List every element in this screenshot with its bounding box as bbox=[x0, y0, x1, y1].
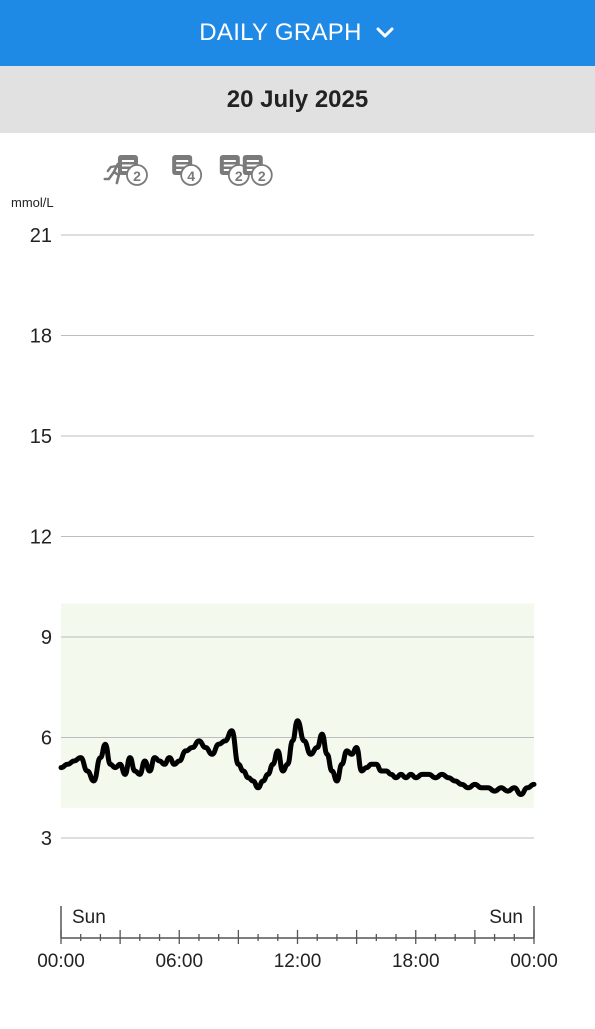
date-bar: 20 July 2025 bbox=[0, 66, 595, 133]
glucose-chart-svg: mmol/L 21 18 15 12 9 6 3 Sun Sun 00:00 06:00 12:00 18… bbox=[11, 155, 558, 972]
day-label-start: Sun bbox=[72, 907, 106, 928]
y-tick-label: 15 bbox=[30, 426, 52, 448]
note-icon[interactable] bbox=[219, 155, 250, 186]
glucose-series-line bbox=[58, 718, 537, 797]
date-label: 20 July 2025 bbox=[226, 85, 369, 113]
note-count-badge: 4 bbox=[187, 168, 195, 184]
x-tick-label: 00:00 bbox=[37, 951, 85, 972]
chevron-down-icon bbox=[374, 22, 396, 44]
y-tick-label: 6 bbox=[41, 728, 52, 750]
x-tick-label: 06:00 bbox=[155, 951, 203, 972]
x-tick-label: 00:00 bbox=[510, 951, 558, 972]
x-tick-label: 18:00 bbox=[392, 951, 440, 972]
target-range-band bbox=[61, 603, 534, 808]
note-count-badge: 2 bbox=[133, 168, 141, 184]
graph-type-dropdown[interactable]: DAILY GRAPH bbox=[0, 0, 595, 66]
note-count-badge: 2 bbox=[235, 168, 243, 184]
graph-type-label: DAILY GRAPH bbox=[199, 19, 362, 46]
daily-graph-chart: mmol/L 21 18 15 12 9 6 3 Sun Sun 00:00 06:00 12:00 18… bbox=[0, 133, 595, 1024]
y-tick-label: 18 bbox=[30, 326, 52, 348]
x-tick-label: 12:00 bbox=[274, 951, 322, 972]
y-tick-label: 12 bbox=[30, 527, 52, 549]
note-count-badge: 2 bbox=[258, 168, 266, 184]
y-tick-label: 21 bbox=[30, 225, 52, 247]
y-tick-label: 3 bbox=[41, 828, 52, 850]
note-icon[interactable] bbox=[172, 155, 203, 186]
note-icon[interactable] bbox=[117, 155, 148, 186]
y-axis-unit-label: mmol/L bbox=[11, 195, 54, 210]
y-tick-label: 9 bbox=[41, 627, 52, 649]
note-icon[interactable] bbox=[242, 155, 273, 186]
day-label-end: Sun bbox=[489, 907, 523, 928]
